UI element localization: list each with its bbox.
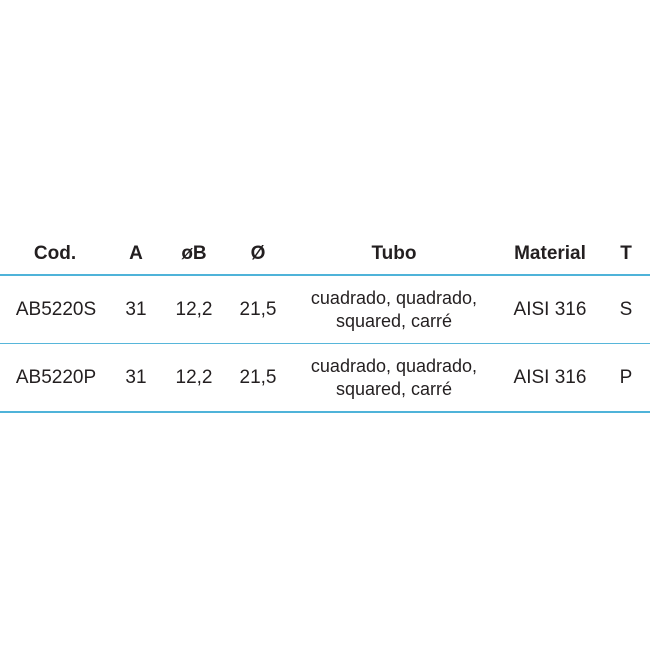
cell-tubo-line2: squared, carré bbox=[335, 310, 453, 331]
cell-diameter: 21,5 bbox=[239, 366, 277, 388]
cell-a: 31 bbox=[125, 366, 147, 388]
table-row: AB5220S 31 12,2 21,5 cuadrado, quadrado,… bbox=[0, 276, 650, 343]
cell-tubo-line2: squared, carré bbox=[335, 378, 453, 399]
cell-diameter: 21,5 bbox=[239, 298, 277, 320]
header-a: A bbox=[129, 243, 143, 264]
header-tubo: Tubo bbox=[371, 243, 417, 264]
cell-tubo: cuadrado, quadrado, squared, carré bbox=[292, 276, 496, 343]
header-cod: Cod. bbox=[33, 243, 77, 264]
cell-a: 31 bbox=[125, 298, 147, 320]
cell-t: S bbox=[619, 298, 633, 320]
header-material: Material bbox=[514, 243, 586, 264]
table-row: AB5220P 31 12,2 21,5 cuadrado, quadrado,… bbox=[0, 344, 650, 411]
header-t: T bbox=[620, 243, 632, 264]
cell-diameter-b: 12,2 bbox=[175, 298, 213, 320]
row-divider bbox=[0, 343, 650, 344]
header-diameter-b: øB bbox=[181, 243, 207, 264]
cell-material: AISI 316 bbox=[513, 366, 587, 388]
product-spec-table: Cod. A øB Ø Tubo Material T AB5220S 31 1… bbox=[0, 234, 650, 413]
header-diameter: Ø bbox=[250, 243, 266, 264]
cell-tubo-line1: cuadrado, quadrado, bbox=[310, 355, 478, 376]
cell-material: AISI 316 bbox=[513, 298, 587, 320]
cell-cod: AB5220S bbox=[15, 298, 97, 320]
cell-t: P bbox=[619, 366, 633, 388]
cell-tubo-line1: cuadrado, quadrado, bbox=[310, 287, 478, 308]
cell-cod: AB5220P bbox=[15, 366, 97, 388]
cell-tubo: cuadrado, quadrado, squared, carré bbox=[292, 344, 496, 411]
cell-diameter-b: 12,2 bbox=[175, 366, 213, 388]
table-header-row: Cod. A øB Ø Tubo Material T bbox=[0, 234, 650, 274]
table-bottom-rule bbox=[0, 411, 650, 413]
header-divider bbox=[0, 274, 650, 276]
